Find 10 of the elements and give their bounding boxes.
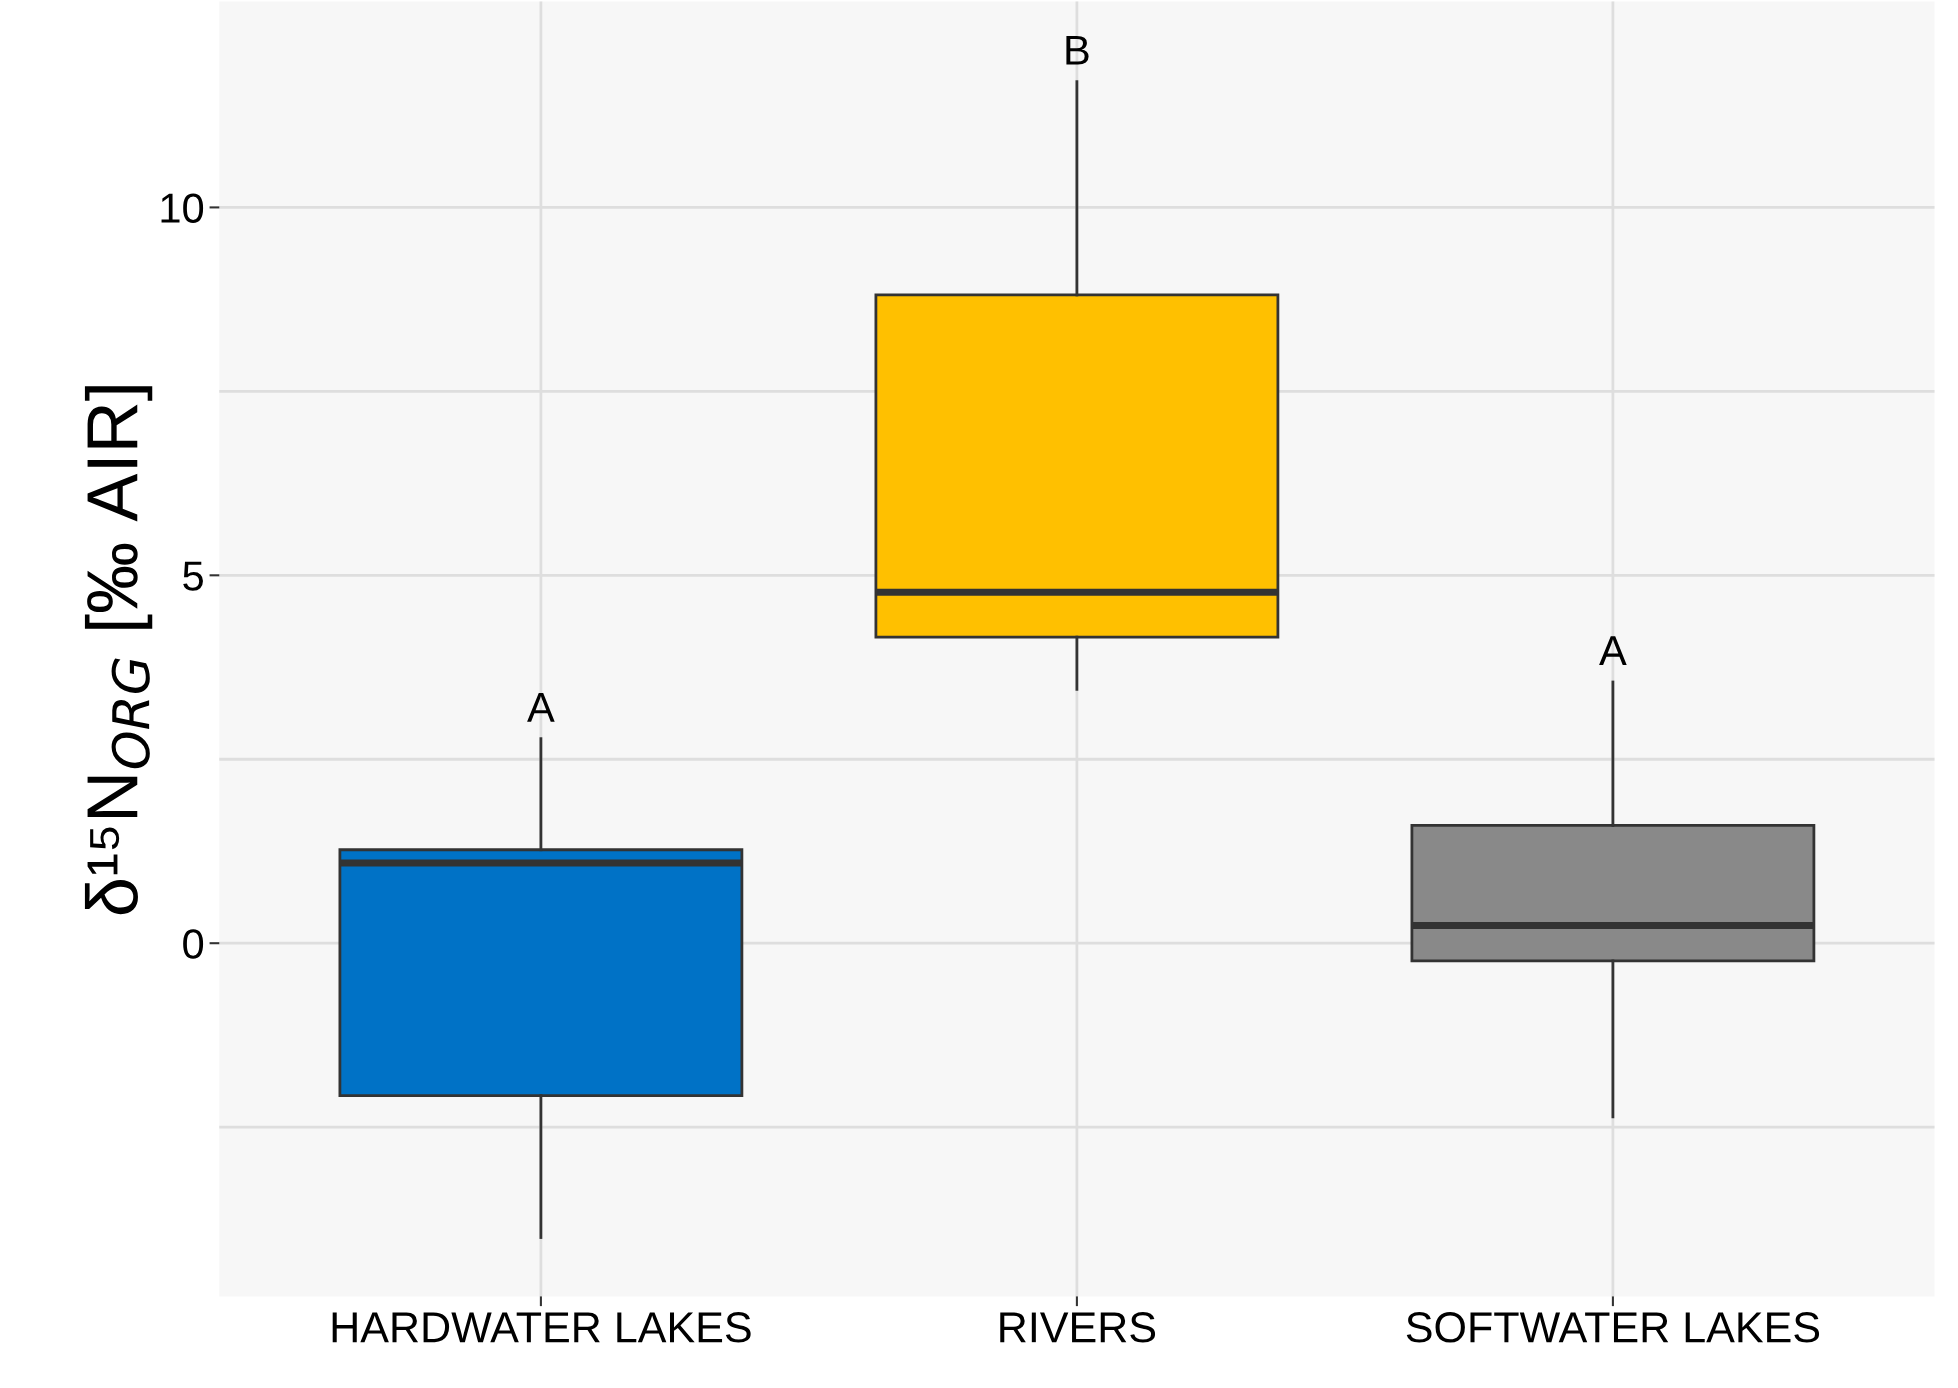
annotation: A [527,693,555,722]
x-tick-label: SOFTWATER LAKES [1406,1312,1820,1343]
x-tick-label: HARDWATER LAKES [332,1312,751,1343]
x-tick-label: RIVERS [1000,1312,1156,1343]
y-tick-label: 10 [161,193,204,223]
annotation: A [1599,636,1627,666]
y-tick-label: 5 [183,561,203,591]
y-tick-label: 0 [183,929,204,959]
y-axis-title: δ¹⁵N$_{ORG}$ [‰ AIR] [84,386,153,915]
annotation: B [1066,35,1089,65]
